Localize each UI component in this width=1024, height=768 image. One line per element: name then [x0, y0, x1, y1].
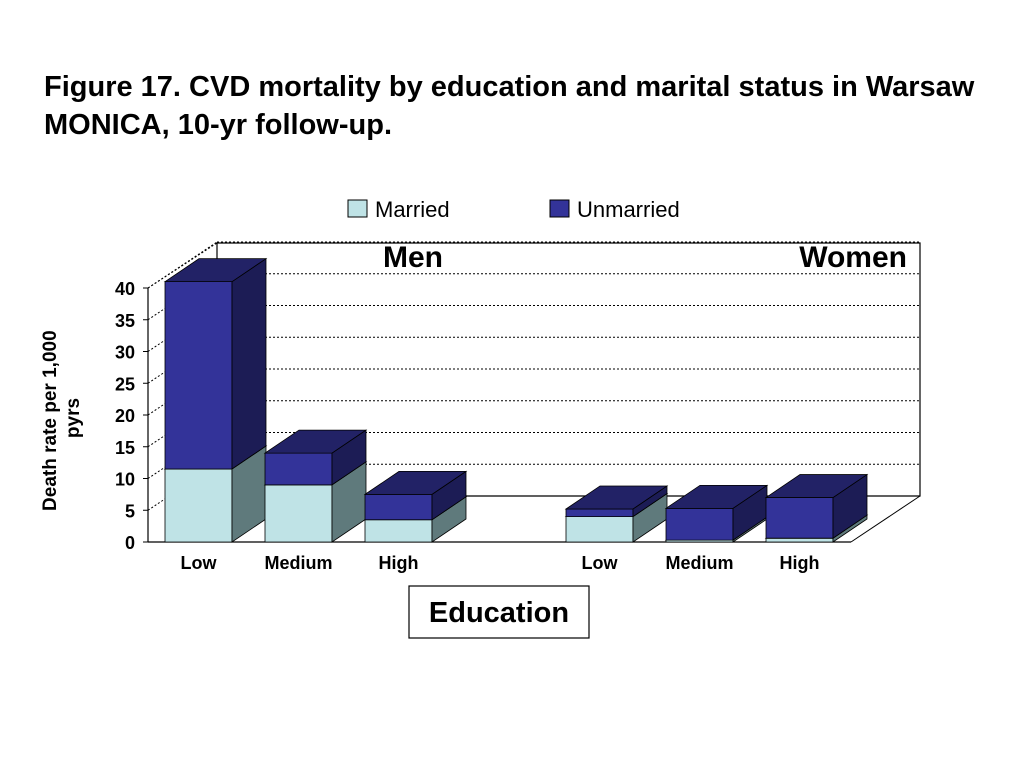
bar-front [264, 452, 333, 486]
group-label-men: Men [383, 241, 443, 274]
bar-unmarried-2 [263, 429, 368, 486]
category-label: Medium [665, 553, 733, 573]
bar-front [765, 537, 834, 543]
category-label: High [780, 553, 820, 573]
y-tick-label: 25 [115, 374, 135, 394]
bar-front [765, 497, 834, 539]
bar-top [363, 470, 468, 495]
y-tick-label: 0 [125, 533, 135, 553]
category-label: Low [181, 553, 218, 573]
bar-front [164, 468, 233, 543]
y-tick-label: 5 [125, 501, 135, 521]
category-labels: Low Medium High Low Medium High [181, 553, 820, 573]
bar-unmarried-1 [163, 257, 268, 470]
bar-top [564, 485, 669, 510]
y-tick-label: 15 [115, 438, 135, 458]
bar-top [764, 474, 869, 498]
y-axis-title: Death rate per 1,000 pyrs [40, 325, 84, 511]
bar-side [231, 257, 267, 470]
x-axis-title: Education [429, 597, 569, 629]
category-label: Low [582, 553, 619, 573]
bar-front [665, 507, 734, 541]
bar-unmarried-6 [764, 473, 869, 539]
bar-front [364, 493, 433, 521]
y-tick-label: 10 [115, 470, 135, 490]
bar-front [565, 516, 634, 543]
bar-unmarried-5 [664, 484, 769, 541]
y-tick-label: 20 [115, 406, 135, 426]
bar-unmarried-3 [363, 470, 468, 521]
y-tick-label: 35 [115, 311, 135, 331]
bar-top [664, 484, 769, 509]
floor-right-edge [850, 495, 921, 543]
category-label: High [379, 553, 419, 573]
legend-swatch-unmarried [549, 199, 570, 218]
x-axis-title-box [408, 585, 590, 639]
bar-top [163, 258, 268, 283]
legend: Married Unmarried [347, 197, 680, 222]
bars [163, 257, 869, 543]
y-tick-label: 30 [115, 343, 135, 363]
bar-top [263, 429, 368, 454]
bar-front [364, 519, 433, 543]
bar-front [565, 508, 634, 517]
bar-unmarried-4 [564, 485, 669, 518]
legend-label-married: Married [375, 197, 450, 222]
y-axis: 0 5 10 15 20 25 30 35 40 [115, 279, 148, 553]
y-tick-label: 40 [115, 279, 135, 299]
gridline-side [147, 241, 218, 289]
legend-swatch-married [347, 199, 368, 218]
legend-label-unmarried: Unmarried [577, 197, 680, 222]
category-label: Medium [264, 553, 332, 573]
group-label-women: Women [799, 241, 907, 274]
figure-title: Figure 17. CVD mortality by education an… [44, 71, 975, 141]
bar-front [164, 281, 233, 470]
bar-front [264, 484, 333, 543]
